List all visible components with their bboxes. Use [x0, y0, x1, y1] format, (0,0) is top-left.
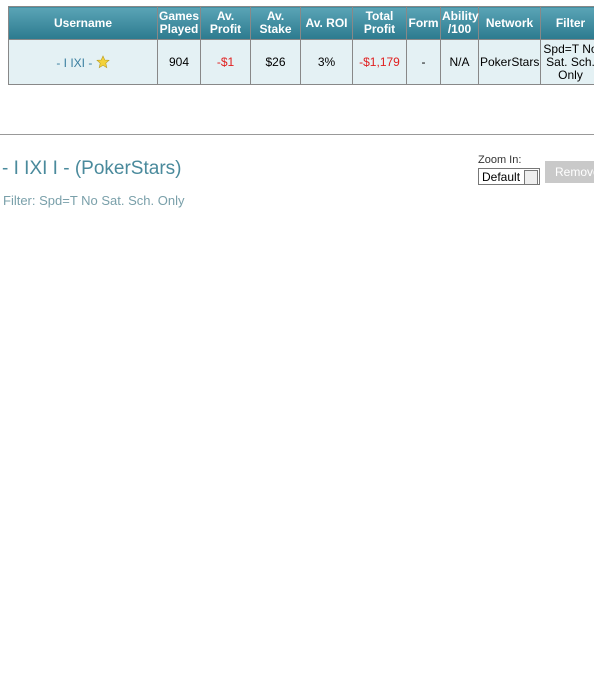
table-cell: -$1	[200, 39, 251, 85]
column-header: Av. Profit	[200, 6, 251, 40]
zoom-select[interactable]: Default	[478, 168, 540, 185]
table-cell: $26	[250, 39, 301, 85]
table-cell: N/A	[440, 39, 479, 85]
column-header: Filter	[540, 6, 594, 40]
filter-text: Filter: Spd=T No Sat. Sch. Only	[3, 193, 185, 208]
header-row: Username Games Played Av. Profit Av. Stake A…	[8, 6, 594, 40]
stats-table: Username Games Played Av. Profit Av. Stake A…	[8, 6, 594, 90]
remove-button[interactable]: Remove	[545, 161, 594, 183]
column-header: Av. ROI	[300, 6, 353, 40]
stats-table-wrap: Username Games Played Av. Profit Av. Stake A…	[0, 0, 594, 90]
username-cell: - I IXI - -5,000-4,500-4,000-3,500-3,000…	[8, 39, 594, 90]
column-header: Network	[478, 6, 541, 40]
table-cell: 904	[157, 39, 201, 85]
zoom-option: Default	[482, 170, 521, 184]
chart-title: - I IXI I - (PokerStars)	[2, 158, 182, 179]
column-header: Form	[406, 6, 441, 40]
table-cell: PokerStars	[478, 39, 541, 85]
table-cell: 3%	[300, 39, 353, 85]
table-cell: Spd=T No Sat. Sch. Only	[540, 39, 594, 85]
column-header: Av. Stake	[250, 6, 301, 40]
column-header: Games Played	[157, 6, 201, 40]
separator	[0, 134, 594, 135]
chart	[0, 215, 594, 700]
username-link[interactable]: - I IXI -	[56, 55, 93, 70]
data-row: - I IXI - -5,000-4,500-4,000-3,500-3,000…	[8, 39, 594, 90]
column-header: Total Profit	[352, 6, 407, 40]
column-header: Ability /100	[440, 6, 479, 40]
zoom-label: Zoom In:	[478, 154, 522, 166]
table-cell: -	[406, 39, 441, 85]
table-cell: -$1,179	[352, 39, 407, 85]
dropdown-arrow	[524, 170, 538, 185]
column-header: Username	[8, 6, 158, 40]
star-icon: -5,000-4,500-4,000-3,500-3,000-2,500-2,0…	[95, 54, 594, 90]
